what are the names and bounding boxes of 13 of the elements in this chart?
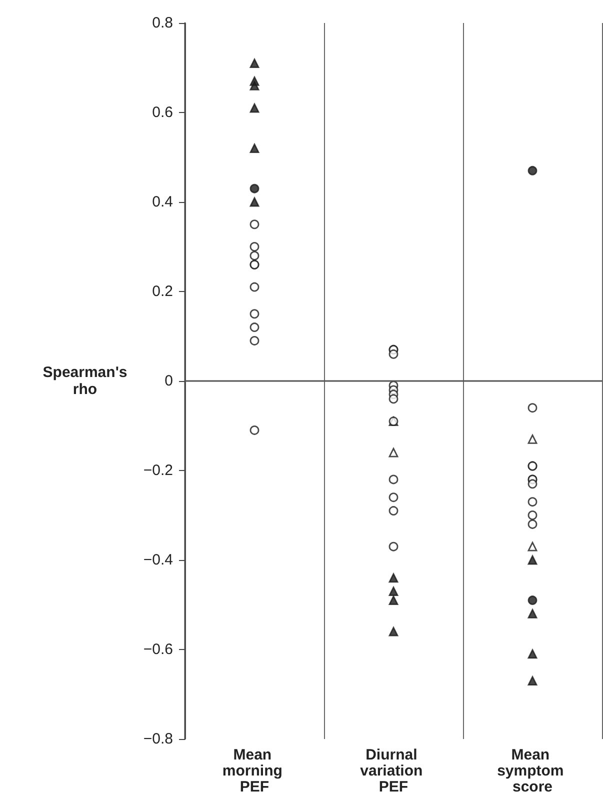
y-tick-label: −0.8 <box>143 730 173 748</box>
x-tick-label: Mean morning PEF <box>222 746 287 796</box>
y-tick-label: −0.6 <box>143 641 173 658</box>
y-tick-label: 0.2 <box>152 283 173 300</box>
y-tick-label: −0.4 <box>143 552 173 568</box>
y-tick-label: 0 <box>164 372 173 390</box>
y-tick-label: 0.4 <box>152 194 173 210</box>
x-tick-label: Mean symptom score <box>497 746 568 796</box>
y-tick-label: 0.8 <box>152 14 173 32</box>
x-tick-label: Diurnal variation PEF <box>360 746 427 796</box>
y-axis-title: Spearman's rho <box>42 364 128 398</box>
y-tick-label: −0.2 <box>143 462 173 479</box>
y-tick-label: 0.6 <box>152 104 173 121</box>
